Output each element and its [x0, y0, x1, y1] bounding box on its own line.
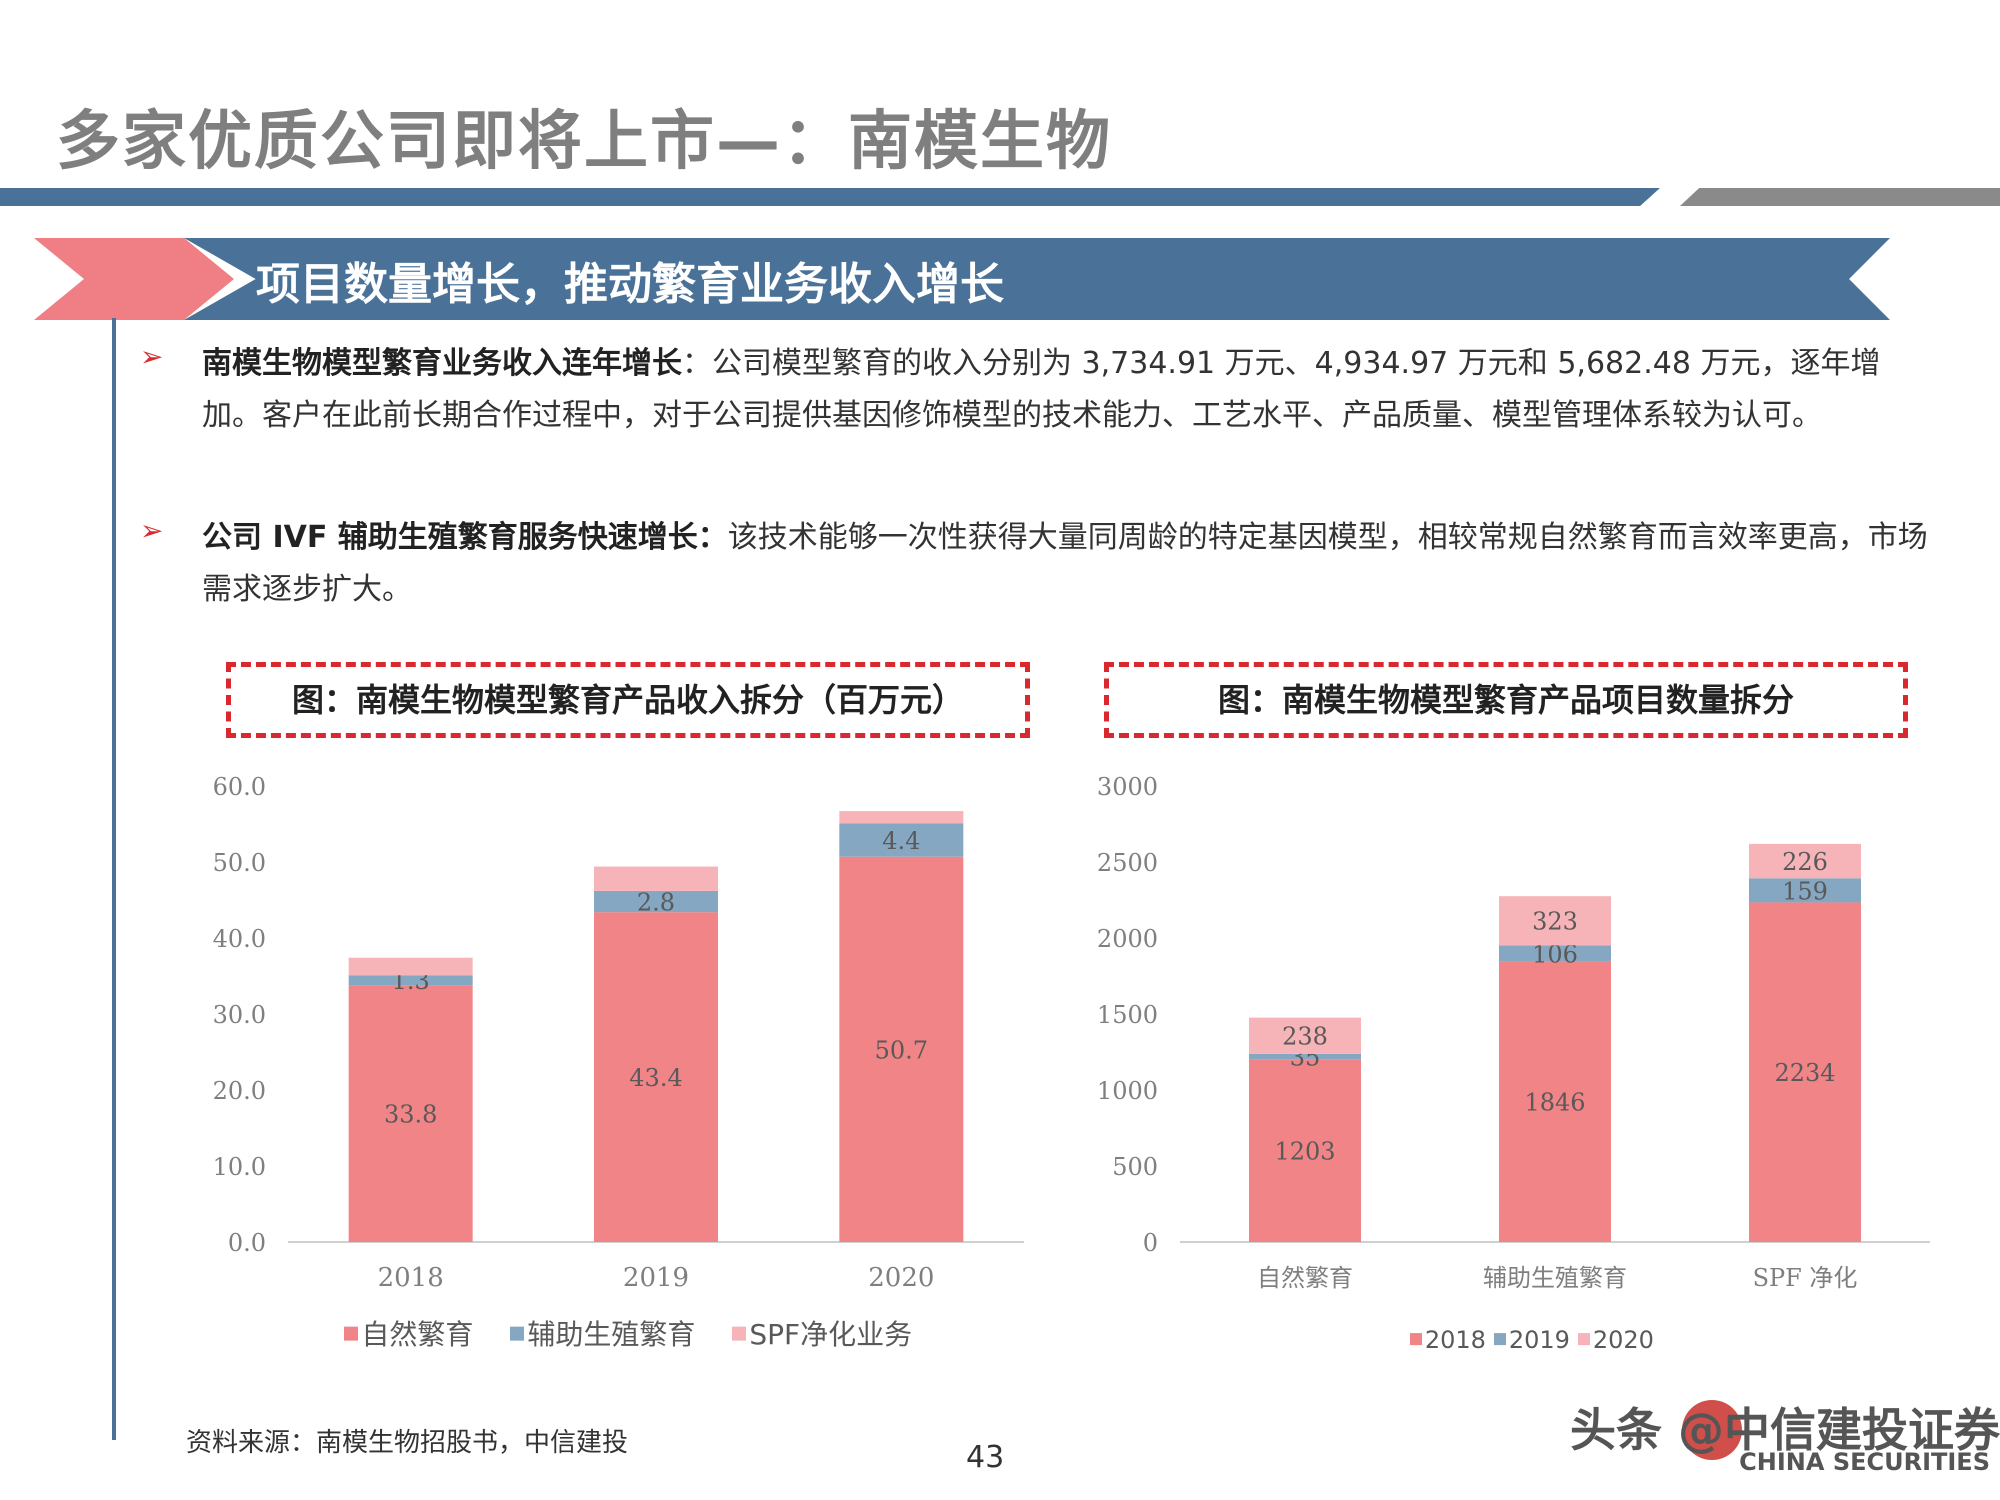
data-label: 43.4 — [629, 1064, 682, 1092]
bar-segment — [1249, 1017, 1361, 1054]
section-banner-title: 项目数量增长，推动繁育业务收入增长 — [256, 259, 1004, 310]
bar-segment — [1249, 1053, 1361, 1060]
y-tick-label: 0 — [1143, 1229, 1158, 1257]
bar-segment — [1499, 896, 1611, 946]
x-category-label: 2020 — [868, 1263, 934, 1293]
bar-segment — [1499, 945, 1611, 962]
bullet-text: 公司 IVF 辅助生殖繁育服务快速增长：该技术能够一次性获得大量同周龄的特定基因… — [202, 512, 1930, 616]
legend-swatch — [344, 1326, 358, 1341]
bar-segment — [1749, 843, 1861, 879]
x-category-label: SPF 净化 — [1753, 1264, 1858, 1292]
bullet-item: ➢ 公司 IVF 辅助生殖繁育服务快速增长：该技术能够一次性获得大量同周龄的特定… — [140, 512, 1930, 616]
data-label: 1203 — [1274, 1138, 1335, 1166]
data-label: 4.4 — [882, 827, 920, 855]
bullet-arrow-icon: ➢ — [140, 340, 164, 373]
y-tick-label: 500 — [1112, 1153, 1158, 1181]
bullet-heading: 南模生物模型繁育业务收入连年增长 — [202, 346, 682, 381]
bullet-arrow-icon: ➢ — [140, 514, 164, 547]
bar-segment — [594, 866, 718, 891]
legend-label: 2019 — [1509, 1326, 1570, 1354]
watermark-subtext: CHINA SECURITIES — [1739, 1448, 1990, 1476]
left-accent-line — [112, 318, 116, 1440]
y-tick-label: 1500 — [1097, 1001, 1158, 1029]
y-tick-label: 60.0 — [213, 773, 266, 801]
y-tick-label: 10.0 — [213, 1153, 266, 1181]
y-tick-label: 20.0 — [213, 1077, 266, 1105]
bullet-body: ：公司模型繁育的收入分别为 3,734.91 万元、4,934.97 万元和 5… — [202, 346, 1881, 433]
data-label: 323 — [1532, 908, 1578, 936]
bar-segment — [839, 823, 964, 857]
title-underline-accent — [1680, 188, 2000, 206]
banner-arrow-pink — [34, 238, 234, 320]
bar-segment — [348, 975, 473, 986]
bullet-heading: 公司 IVF 辅助生殖繁育服务快速增长： — [202, 520, 728, 555]
y-tick-label: 40.0 — [213, 925, 266, 953]
y-tick-label: 2000 — [1097, 925, 1158, 953]
y-tick-label: 30.0 — [213, 1001, 266, 1029]
watermark-text: 头条 @中信建投证券 — [1570, 1403, 2000, 1457]
legend-swatch — [1494, 1333, 1506, 1346]
y-tick-label: 3000 — [1097, 773, 1158, 801]
chart-legend: 2018 2019 2020 — [1410, 1326, 1654, 1354]
title-underline-bar — [0, 188, 1660, 206]
bar-segment — [1499, 961, 1611, 1242]
data-label: 1846 — [1524, 1089, 1585, 1117]
data-label: 50.7 — [875, 1036, 928, 1064]
bar-segment — [348, 957, 473, 976]
chart-title-projects: 图：南模生物模型繁育产品项目数量拆分 — [1104, 662, 1908, 738]
legend-label: 2020 — [1593, 1326, 1654, 1354]
chart-legend: 自然繁育 辅助生殖繁育 SPF净化业务 — [344, 1318, 912, 1351]
x-category-label: 自然繁育 — [1257, 1264, 1353, 1292]
bar-segment — [839, 811, 964, 824]
data-label: 2.8 — [637, 889, 675, 917]
banner-ribbon — [184, 238, 1890, 320]
bullet-text: 南模生物模型繁育业务收入连年增长：公司模型繁育的收入分别为 3,734.91 万… — [202, 338, 1930, 442]
y-tick-label: 2500 — [1097, 849, 1158, 877]
bar-segment — [348, 985, 473, 1242]
legend-swatch — [1578, 1333, 1590, 1346]
data-label: 33.8 — [384, 1101, 437, 1129]
data-label: 226 — [1782, 848, 1828, 876]
bullet-item: ➢ 南模生物模型繁育业务收入连年增长：公司模型繁育的收入分别为 3,734.91… — [140, 338, 1930, 442]
legend-swatch — [732, 1326, 746, 1341]
legend-label: 自然繁育 — [361, 1318, 473, 1351]
data-label: 238 — [1282, 1023, 1328, 1051]
y-tick-label: 0.0 — [228, 1229, 266, 1257]
legend-label: 2018 — [1425, 1326, 1486, 1354]
data-label: 159 — [1782, 877, 1828, 905]
revenue-stacked-bar-chart: 0.010.020.030.040.050.060.033.81.3201843… — [213, 773, 1024, 1351]
x-category-label: 2019 — [623, 1263, 689, 1293]
data-label: 2234 — [1774, 1059, 1835, 1087]
legend-label: SPF净化业务 — [749, 1318, 912, 1351]
bar-segment — [594, 890, 718, 913]
bar-segment — [1249, 1059, 1361, 1242]
legend-swatch — [510, 1326, 524, 1341]
project-count-stacked-bar-chart: 050010001500200025003000120335238自然繁育184… — [1097, 773, 1930, 1354]
y-tick-label: 50.0 — [213, 849, 266, 877]
watermark: 头条 @中信建投证券 CHINA SECURITIES — [1570, 1394, 2000, 1484]
source-note: 资料来源：南模生物招股书，中信建投 — [186, 1428, 629, 1458]
x-category-label: 辅助生殖繁育 — [1483, 1264, 1627, 1292]
bar-segment — [1749, 878, 1861, 903]
x-category-label: 2018 — [378, 1263, 444, 1293]
watermark-seal-logo — [1682, 1400, 1742, 1460]
y-tick-label: 1000 — [1097, 1077, 1158, 1105]
legend-swatch — [1410, 1333, 1422, 1346]
legend-label: 辅助生殖繁育 — [527, 1318, 695, 1351]
bar-segment — [839, 856, 964, 1242]
section-banner: 项目数量增长，推动繁育业务收入增长 — [34, 238, 1890, 320]
chart-title-revenue: 图：南模生物模型繁育产品收入拆分（百万元） — [226, 662, 1030, 738]
page-title: 多家优质公司即将上市—：南模生物 — [56, 105, 1112, 179]
bar-segment — [594, 912, 718, 1242]
bar-segment — [1749, 902, 1861, 1242]
bullet-body: 该技术能够一次性获得大量同周龄的特定基因模型，相较常规自然繁育而言效率更高，市场… — [202, 520, 1928, 607]
page-number: 43 — [966, 1440, 1005, 1475]
